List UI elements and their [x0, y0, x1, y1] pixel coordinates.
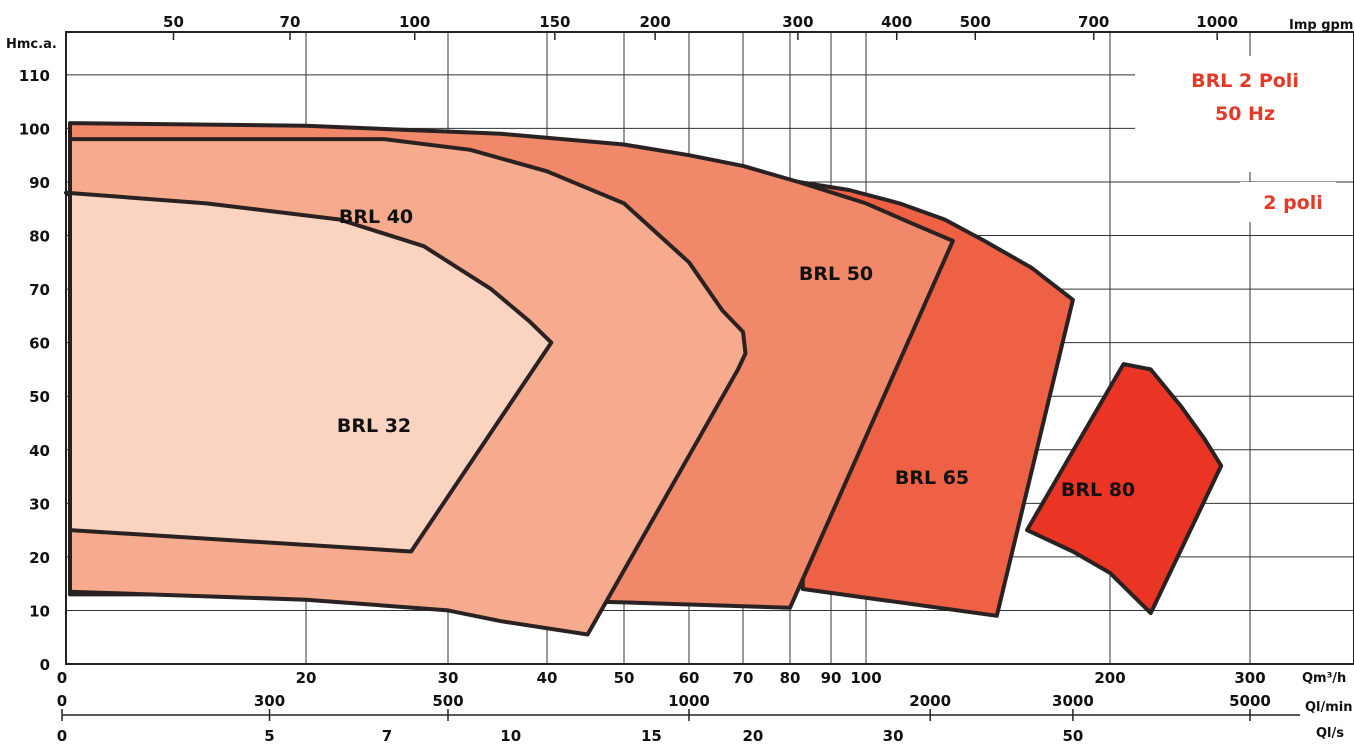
chart-title: BRL 2 Poli [1191, 70, 1299, 92]
x-tick-label-gpm: 300 [782, 13, 813, 31]
region-brl-80 [1025, 362, 1224, 616]
x-tick-label-m3h: 100 [850, 669, 881, 687]
x-tick-label-m3h: 200 [1094, 669, 1125, 687]
x-tick-label-gpm: 700 [1078, 13, 1109, 31]
x-tick-label-gpm: 100 [399, 13, 430, 31]
x-tick-label-m3h: 90 [821, 669, 842, 687]
x-tick-label-m3h: 40 [537, 669, 558, 687]
x-axis-m3h-label: Qm³/h [1302, 671, 1346, 686]
x-tick-label-gpm: 400 [881, 13, 912, 31]
x-axis-m3h: 0 20 30 40 50 60 70 80 90 100 200 300 [57, 669, 1300, 716]
x-axis-ls-label: Ql/s [1316, 726, 1344, 741]
x-tick-label-lmin: 1000 [668, 692, 710, 710]
poles-badge: 2 poli [1263, 192, 1323, 214]
x-tick-label-m3h: 50 [614, 669, 635, 687]
region-label: BRL 50 [799, 263, 873, 285]
x-tick-label-ls: 7 [382, 727, 392, 745]
x-tick-label-m3h: 70 [733, 669, 754, 687]
y-axis: 0 10 20 30 40 50 60 70 80 90 100 110 [19, 67, 50, 674]
x-tick-label-gpm: 1000 [1196, 13, 1238, 31]
y-tick-label: 100 [19, 120, 50, 138]
region-labels: BRL 80 BRL 65 BRL 50 BRL 40 BRL 32 [337, 206, 1135, 501]
chart-subtitle: 50 Hz [1215, 103, 1275, 125]
x-tick-label-gpm: 150 [539, 13, 570, 31]
x-axis-lmin: 0 300 500 1000 2000 3000 5000 [57, 692, 1271, 721]
badge-backdrop [1240, 182, 1336, 222]
x-tick-label-ls: 30 [883, 727, 904, 745]
y-tick-label: 40 [29, 442, 50, 460]
x-axis-lmin-label: Ql/min [1305, 700, 1353, 715]
x-axis-ls: 0 5 7 10 15 20 30 50 [57, 727, 1084, 745]
title-backdrop [1135, 56, 1354, 172]
region-label: BRL 65 [895, 467, 969, 489]
plot-frame [65, 31, 1354, 665]
x-axis-gpm-label: Imp gpm [1289, 18, 1353, 33]
x-tick-label-lmin: 500 [432, 692, 463, 710]
x-tick-label-gpm: 200 [639, 13, 670, 31]
x-tick-label-lmin: 0 [57, 692, 67, 710]
x-tick-label-m3h: 30 [438, 669, 459, 687]
y-tick-label: 50 [29, 388, 50, 406]
y-tick-label: 20 [29, 549, 50, 567]
performance-regions [64, 121, 1224, 637]
x-tick-label-gpm: 70 [280, 13, 301, 31]
y-tick-label: 60 [29, 335, 50, 353]
x-tick-label-m3h: 20 [296, 669, 317, 687]
y-tick-label: 110 [19, 67, 50, 85]
x-tick-label-ls: 5 [264, 727, 274, 745]
y-tick-label: 0 [40, 656, 50, 674]
x-tick-label-ls: 20 [742, 727, 763, 745]
x-tick-label-m3h: 0 [57, 669, 67, 687]
x-tick-label-lmin: 2000 [909, 692, 951, 710]
y-tick-label: 90 [29, 174, 50, 192]
x-tick-label-m3h: 60 [679, 669, 700, 687]
x-tick-label-gpm: 500 [960, 13, 991, 31]
x-tick-label-ls: 10 [500, 727, 521, 745]
x-tick-label-lmin: 3000 [1052, 692, 1094, 710]
region-label: BRL 40 [339, 206, 413, 228]
x-tick-label-gpm: 50 [163, 13, 184, 31]
y-tick-label: 70 [29, 281, 50, 299]
x-tick-label-ls: 15 [641, 727, 662, 745]
x-tick-label-m3h: 300 [1234, 669, 1265, 687]
y-tick-label: 10 [29, 602, 50, 620]
x-tick-label-ls: 0 [57, 727, 67, 745]
region-label: BRL 80 [1061, 479, 1135, 501]
x-tick-label-lmin: 5000 [1229, 692, 1271, 710]
region-label: BRL 32 [337, 415, 411, 437]
x-axis-imp-gpm: 50 70 100 150 200 300 400 500 700 1000 [163, 13, 1238, 40]
x-tick-label-m3h: 80 [780, 669, 801, 687]
x-tick-label-lmin: 300 [254, 692, 285, 710]
y-axis-label: Hmc.a. [6, 37, 57, 52]
x-tick-label-ls: 50 [1062, 727, 1083, 745]
y-tick-label: 80 [29, 228, 50, 246]
y-tick-label: 30 [29, 495, 50, 513]
region-brl-32 [64, 190, 554, 554]
